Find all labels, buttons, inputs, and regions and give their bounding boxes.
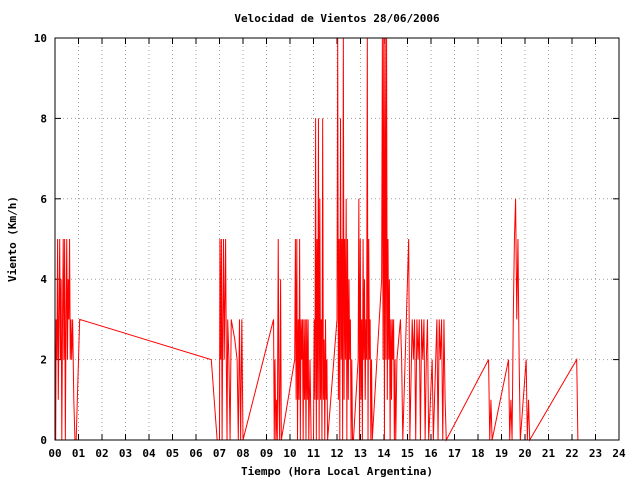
x-tick-label: 00 bbox=[48, 447, 61, 460]
x-tick-label: 16 bbox=[424, 447, 438, 460]
y-tick-labels: 0 2 4 6 8 10 bbox=[34, 32, 48, 447]
x-tick-labels: 00 01 02 03 04 05 06 07 08 09 10 11 12 13 14 15 16 17 18 19… bbox=[48, 447, 626, 460]
x-tick-label: 23 bbox=[589, 447, 602, 460]
x-tick-label: 12 bbox=[330, 447, 343, 460]
x-tick-label: 08 bbox=[236, 447, 249, 460]
x-tick-label: 22 bbox=[565, 447, 578, 460]
plot-frame bbox=[54, 37, 620, 441]
x-tick-label: 04 bbox=[142, 447, 156, 460]
x-tick-label: 17 bbox=[448, 447, 461, 460]
chart-title: Velocidad de Vientos 28/06/2006 bbox=[234, 12, 440, 25]
x-tick-label: 05 bbox=[166, 447, 179, 460]
x-tick-label: 10 bbox=[283, 447, 296, 460]
y-tick-label: 8 bbox=[40, 112, 47, 125]
y-axis-label: Viento (Km/h) bbox=[6, 196, 19, 282]
x-tick-label: 15 bbox=[401, 447, 414, 460]
y-tick-label: 2 bbox=[40, 354, 47, 367]
x-tick-label: 01 bbox=[72, 447, 86, 460]
y-tick-label: 4 bbox=[40, 273, 47, 286]
x-tick-label: 24 bbox=[612, 447, 626, 460]
x-tick-label: 19 bbox=[495, 447, 508, 460]
series-layer bbox=[54, 37, 579, 442]
x-tick-label: 06 bbox=[189, 447, 203, 460]
x-tick-label: 07 bbox=[213, 447, 226, 460]
x-tick-label: 03 bbox=[119, 447, 132, 460]
x-tick-label: 18 bbox=[471, 447, 484, 460]
x-tick-label: 11 bbox=[307, 447, 321, 460]
x-tick-label: 02 bbox=[95, 447, 108, 460]
x-axis-label: Tiempo (Hora Local Argentina) bbox=[241, 465, 433, 478]
x-tick-label: 21 bbox=[542, 447, 556, 460]
y-tick-label: 6 bbox=[40, 193, 47, 206]
x-tick-label: 13 bbox=[354, 447, 367, 460]
wind-speed-series-line bbox=[54, 37, 579, 442]
x-tick-label: 09 bbox=[260, 447, 273, 460]
x-tick-label: 14 bbox=[377, 447, 391, 460]
y-tick-label: 10 bbox=[34, 32, 47, 45]
x-tick-label: 20 bbox=[518, 447, 531, 460]
y-tick-label: 0 bbox=[40, 434, 47, 447]
